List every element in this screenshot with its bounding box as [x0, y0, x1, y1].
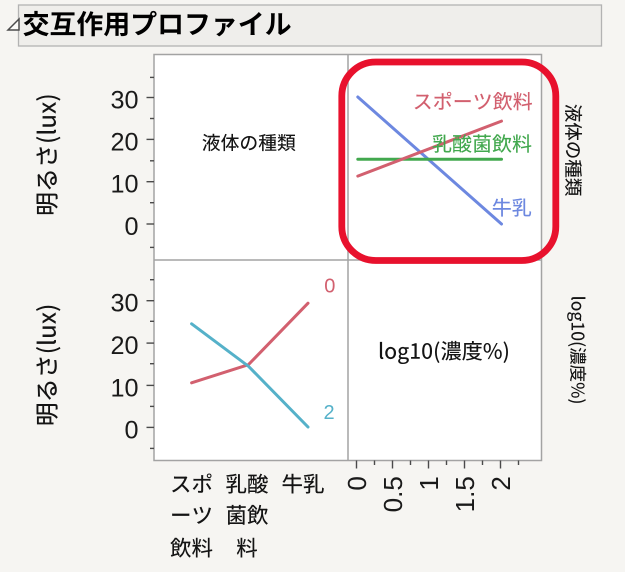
svg-text:0: 0 [342, 476, 372, 490]
svg-text:2: 2 [486, 476, 516, 490]
svg-text:20: 20 [110, 332, 138, 360]
svg-text:30: 30 [110, 87, 138, 115]
svg-text:10: 10 [110, 374, 138, 402]
svg-text:1.5: 1.5 [450, 476, 480, 512]
svg-text:1: 1 [414, 476, 444, 490]
svg-text:2: 2 [324, 402, 335, 424]
svg-text:30: 30 [110, 290, 138, 318]
svg-text:20: 20 [110, 128, 138, 156]
svg-text:0.5: 0.5 [378, 476, 408, 512]
svg-text:0: 0 [324, 275, 335, 297]
svg-text:0: 0 [124, 213, 138, 241]
svg-text:0: 0 [124, 416, 138, 444]
svg-text:10: 10 [110, 171, 138, 199]
